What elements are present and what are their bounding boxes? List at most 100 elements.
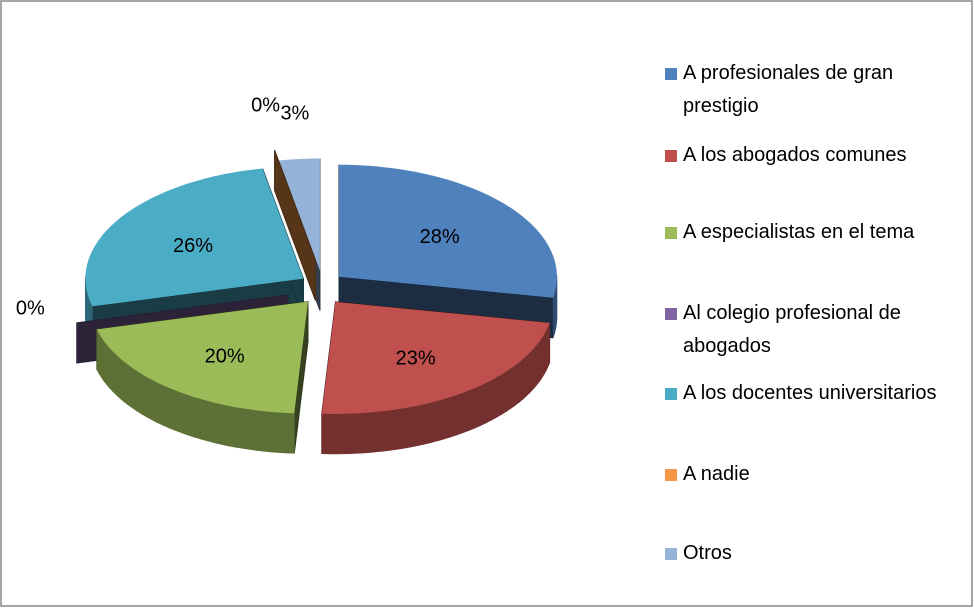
data-label: 26%: [173, 235, 213, 257]
slice-top: [339, 164, 557, 298]
slice-wall: [402, 406, 411, 449]
legend-label: A nadie: [683, 463, 750, 485]
slice-wall: [541, 333, 545, 379]
legend-swatch: [665, 548, 677, 560]
slice-wall: [430, 400, 438, 443]
slice-wall: [136, 370, 143, 415]
slice-wall: [552, 293, 555, 338]
slice-wall: [474, 385, 481, 429]
slice-wall: [328, 413, 338, 455]
slice-wall: [416, 403, 425, 447]
slice-wall: [536, 340, 540, 386]
legend-swatch: [665, 469, 677, 481]
slice-wall: [206, 400, 215, 443]
slice-wall: [381, 410, 390, 452]
slice-wall: [132, 367, 138, 412]
slice-wall: [468, 387, 476, 431]
slice-top: [321, 301, 550, 414]
slice-wall: [213, 402, 221, 445]
legend-item: A profesionales de gran prestigio: [665, 57, 965, 123]
slice-wall: [496, 373, 502, 418]
slice-top: [96, 301, 308, 414]
slice-top: [85, 168, 304, 307]
slice-wall: [123, 360, 129, 406]
data-label: 3%: [280, 103, 309, 125]
slice-side: [274, 150, 316, 301]
legend-item: Al colegio profesional de abogados: [665, 297, 965, 363]
slice-wall: [514, 361, 520, 406]
legend-item: A los abogados comunes: [665, 139, 965, 172]
slice-wall: [450, 394, 458, 438]
slice-wall: [358, 412, 368, 454]
slice-wall: [286, 412, 295, 454]
legend-item: A nadie: [665, 458, 965, 491]
slice-wall: [321, 413, 330, 455]
slice-wall: [100, 335, 104, 382]
slice-wall: [443, 396, 451, 440]
slice-wall: [119, 357, 125, 403]
slice-wall: [501, 370, 507, 416]
slice-wall: [278, 412, 288, 454]
data-label: 20%: [205, 346, 245, 368]
slice-wall: [480, 382, 487, 426]
slice-wall: [388, 409, 397, 451]
legend-item: Otros: [665, 537, 965, 570]
slice-wall: [96, 329, 100, 374]
slice-wall: [174, 389, 182, 434]
slice-wall: [351, 412, 360, 454]
slice-wall: [456, 392, 464, 436]
slice-wall: [336, 413, 345, 455]
slice-wall: [112, 350, 117, 396]
legend-item: A especialistas en el tema: [665, 216, 965, 249]
slice-wall: [127, 364, 133, 409]
slice-wall: [162, 384, 170, 429]
slice-wall: [146, 376, 153, 421]
slice-wall: [462, 389, 470, 434]
legend-swatch: [665, 68, 677, 80]
legend-swatch: [665, 388, 677, 400]
data-label: 28%: [420, 226, 460, 248]
slice-wall: [141, 373, 148, 418]
slice-wall: [491, 376, 497, 421]
slice-wall: [373, 411, 382, 453]
slice-wall: [366, 411, 375, 454]
slice-wall: [151, 379, 158, 424]
legend-label: A profesionales de gran prestigio: [683, 62, 894, 117]
slice-wall: [249, 409, 258, 451]
slice-wall: [263, 410, 272, 453]
pie-slice: [321, 301, 551, 455]
legend-label: A los abogados comunes: [683, 144, 907, 166]
slice-wall: [109, 347, 113, 393]
slice-wall: [227, 405, 236, 448]
pie-slice: [96, 301, 309, 454]
slice-wall: [271, 411, 280, 453]
slice-wall: [168, 387, 176, 431]
slice-wall: [519, 358, 524, 403]
slice-wall: [157, 382, 164, 426]
legend-label: A especialistas en el tema: [683, 221, 915, 243]
legend-label: A los docentes universitarios: [683, 382, 937, 404]
slice-wall: [256, 410, 265, 452]
slice-wall: [241, 407, 250, 450]
slice-wall: [505, 367, 512, 413]
slice-wall: [485, 379, 492, 424]
legend-swatch: [665, 308, 677, 320]
data-label: 0%: [251, 94, 280, 116]
legend-label: Al colegio profesional de abogados: [683, 302, 901, 357]
legend-label: Otros: [683, 542, 732, 564]
slice-wall: [395, 408, 404, 450]
slice-wall: [522, 354, 528, 400]
slice-wall: [343, 413, 353, 455]
slice-wall: [539, 336, 543, 383]
slice-wall: [200, 398, 208, 442]
slice-wall: [530, 347, 535, 393]
legend-item: A los docentes universitarios: [665, 377, 965, 410]
legend-swatch: [665, 150, 677, 162]
slice-wall: [103, 339, 107, 386]
slice-wall: [234, 406, 243, 449]
slice-wall: [409, 405, 418, 448]
slice-wall: [510, 364, 516, 409]
slice-wall: [193, 396, 201, 440]
